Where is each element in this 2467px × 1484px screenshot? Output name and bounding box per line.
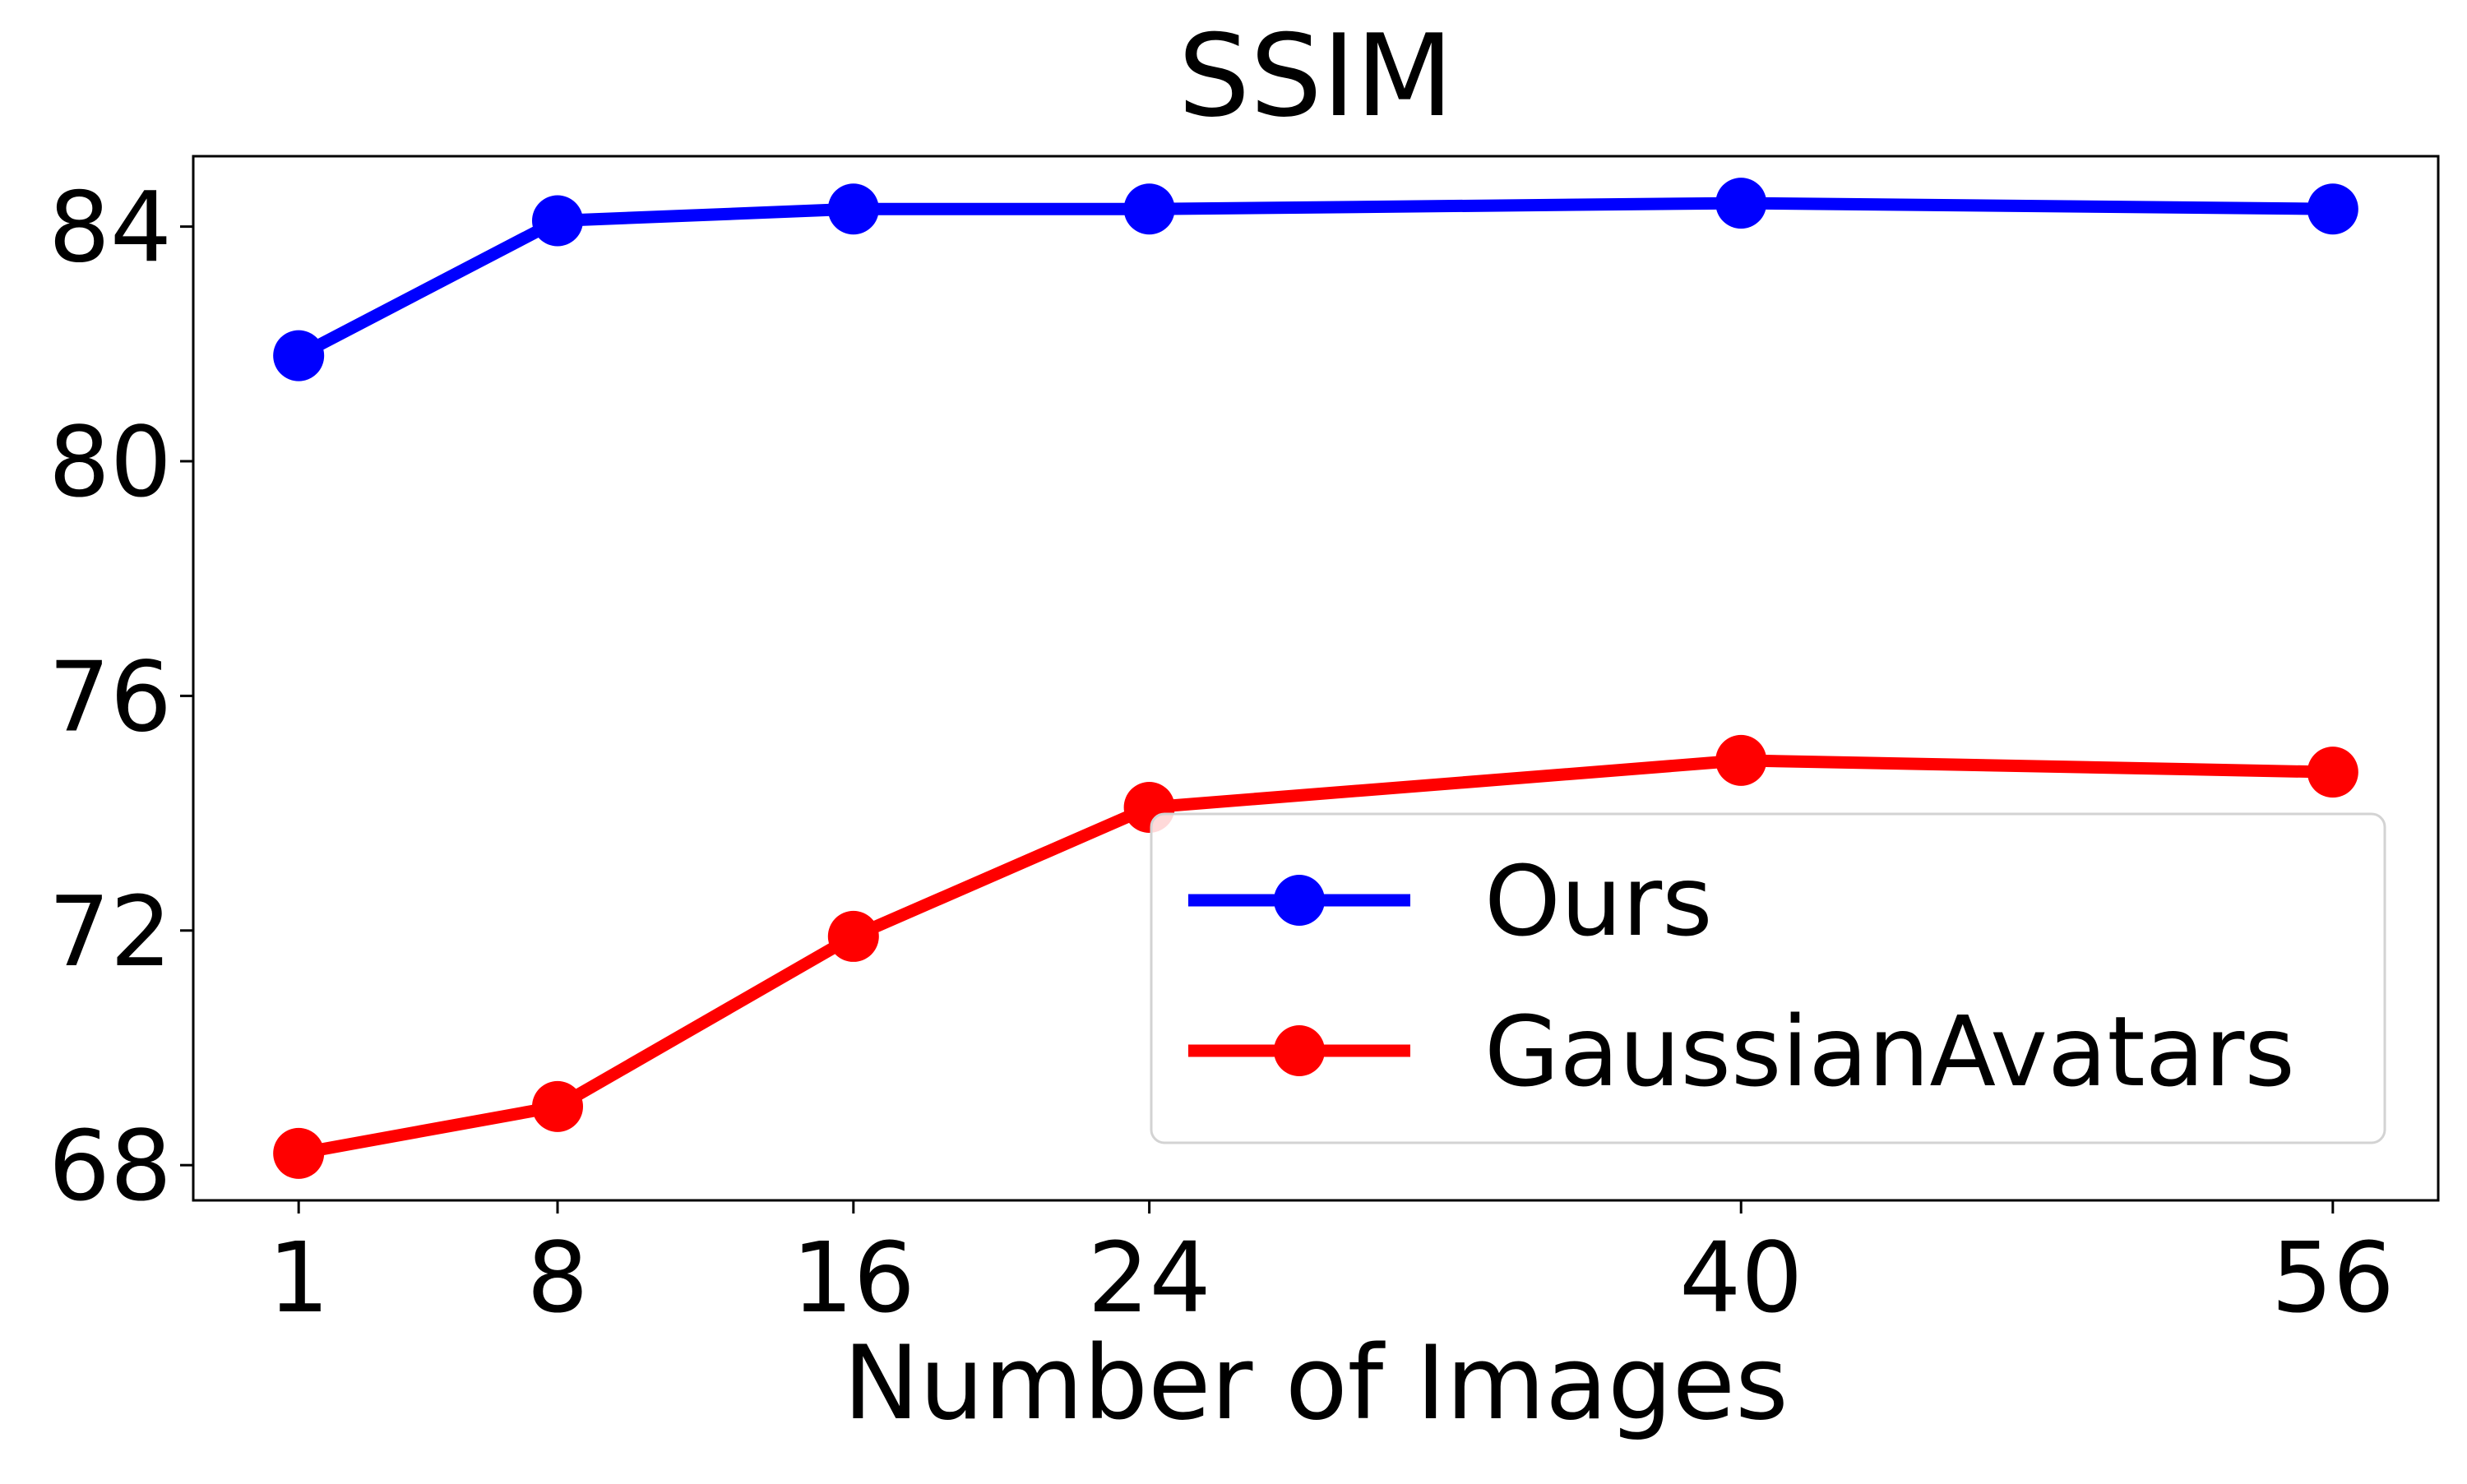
series-1-point bbox=[2307, 747, 2358, 798]
x-tick-label: 24 bbox=[1088, 1221, 1211, 1334]
legend-box bbox=[1150, 812, 2386, 1144]
chart-title: SSIM bbox=[1178, 10, 1454, 142]
x-tick-label: 40 bbox=[1679, 1221, 1803, 1334]
x-tick-label: 56 bbox=[2271, 1221, 2395, 1334]
series-1-point bbox=[532, 1080, 584, 1132]
series-0-point bbox=[1715, 178, 1767, 229]
x-axis-label: Number of Images bbox=[843, 1325, 1788, 1443]
x-tick-label: 1 bbox=[268, 1221, 330, 1334]
plot-frame bbox=[192, 155, 2440, 1202]
series-line-0 bbox=[295, 196, 2333, 362]
legend-marker bbox=[1274, 875, 1325, 926]
plot-area: 68 72 76 80 84 1 8 16 24 40 56 Ours GaussianAvatars bbox=[49, 155, 2440, 1334]
series-line-1 bbox=[297, 754, 2333, 1160]
legend-marker bbox=[1274, 1025, 1325, 1076]
series-1-point bbox=[273, 1127, 325, 1179]
legend-label: Ours bbox=[1484, 844, 1713, 958]
x-tick-label: 16 bbox=[792, 1221, 915, 1334]
y-tick-label: 84 bbox=[49, 171, 172, 284]
series-0-point bbox=[2307, 183, 2358, 235]
series-0-point bbox=[273, 330, 325, 381]
y-tick-label: 68 bbox=[49, 1109, 172, 1223]
x-tick-label: 8 bbox=[526, 1221, 588, 1334]
series-1-point bbox=[1715, 734, 1767, 786]
legend-label: GaussianAvatars bbox=[1484, 995, 2295, 1108]
series-0-point bbox=[1123, 183, 1175, 235]
series-1-point bbox=[827, 910, 879, 962]
y-tick-label: 72 bbox=[49, 875, 172, 988]
y-tick-label: 80 bbox=[49, 405, 172, 519]
y-tick-label: 76 bbox=[49, 640, 172, 753]
series-0-point bbox=[827, 183, 879, 235]
series-0-point bbox=[532, 195, 584, 247]
